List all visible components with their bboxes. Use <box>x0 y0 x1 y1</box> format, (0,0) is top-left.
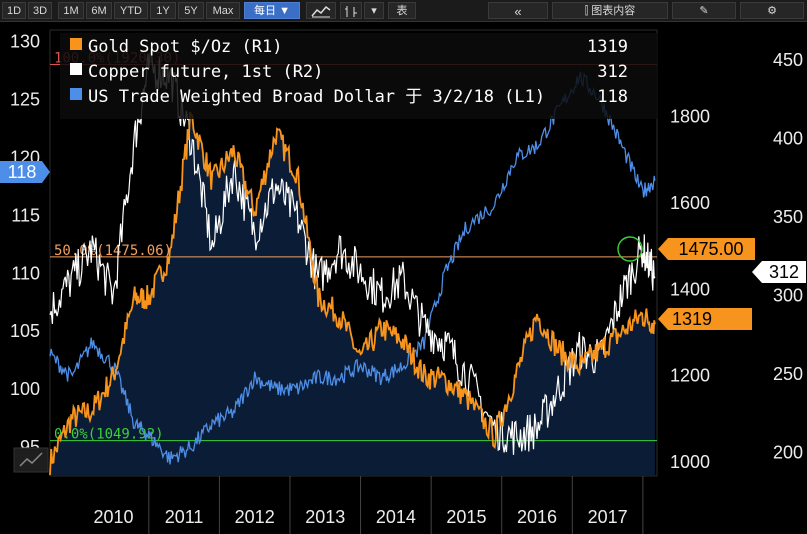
badge-dollar: 118 <box>0 161 50 183</box>
copper-tick-450: 450 <box>773 50 803 70</box>
gold-tick-1800: 1800 <box>670 106 710 126</box>
x-tick-2015: 2015 <box>446 507 486 527</box>
copper-tick-200: 200 <box>773 442 803 462</box>
legend-item-dollar[interactable]: US Trade Weighted Broad Dollar 于 3/2/18 … <box>70 87 628 107</box>
range-5y-button[interactable]: 5Y <box>178 2 204 19</box>
line-chart-icon <box>311 5 331 18</box>
legend-value-copper: 312 <box>597 62 628 82</box>
pencil-icon: ✎ <box>699 5 709 17</box>
copper-tick-350: 350 <box>773 207 803 227</box>
badge-fib: 1475.00 <box>658 238 755 260</box>
gold-tick-1000: 1000 <box>670 452 710 472</box>
edit-button[interactable]: ✎ <box>672 2 736 19</box>
chart-content-label: 图表内容 <box>591 5 636 17</box>
legend-value-dollar: 118 <box>597 87 628 107</box>
legend: Gold Spot $/Oz (R1) 1319 Copper future, … <box>60 33 658 119</box>
range-3d-button[interactable]: 3D <box>28 2 52 19</box>
double-chevron-left-icon: « <box>514 4 522 19</box>
collapse-button[interactable]: « <box>488 2 548 19</box>
range-6m-button[interactable]: 6M <box>86 2 112 19</box>
badge-gold-value: 1319 <box>672 309 712 329</box>
indicators-button[interactable] <box>340 2 362 19</box>
x-tick-2017: 2017 <box>588 507 628 527</box>
x-tick-2014: 2014 <box>376 507 416 527</box>
fib-label-2: 0.0%(1049.92) <box>54 427 164 443</box>
x-tick-2016: 2016 <box>517 507 557 527</box>
left-tick-125: 125 <box>10 90 40 110</box>
range-ytd-button[interactable]: YTD <box>114 2 148 19</box>
chart-canvas: 100.0%(1920.30)50.0%(1475.06)0.0%(1049.9… <box>0 22 807 534</box>
table-button[interactable]: 表 <box>388 2 416 19</box>
legend-value-gold: 1319 <box>587 37 628 57</box>
mini-chart-toggle[interactable] <box>13 447 49 473</box>
legend-swatch-gold <box>70 38 82 50</box>
right-axis-copper: 200 250 300 350 400 450 <box>773 50 803 463</box>
x-axis: 2010 2011 2012 2013 2014 2015 2016 2017 <box>93 476 644 534</box>
badge-copper-value: 312 <box>769 262 799 282</box>
range-max-button[interactable]: Max <box>206 2 240 19</box>
chart-type-button[interactable] <box>306 2 336 19</box>
legend-swatch-dollar <box>70 88 82 100</box>
x-tick-2013: 2013 <box>305 507 345 527</box>
fib-label-1: 50.0%(1475.06) <box>54 243 172 259</box>
gold-tick-1600: 1600 <box>670 193 710 213</box>
copper-tick-400: 400 <box>773 128 803 148</box>
gold-tick-1200: 1200 <box>670 366 710 386</box>
left-tick-105: 105 <box>10 321 40 341</box>
badge-dollar-value: 118 <box>8 162 37 182</box>
more-dropdown-button[interactable]: ▾ <box>364 2 384 19</box>
gold-tick-1400: 1400 <box>670 279 710 299</box>
badge-fib-value: 1475.00 <box>678 239 743 259</box>
chart-content-icon: ⫿ <box>584 5 592 17</box>
left-tick-110: 110 <box>11 263 40 283</box>
series-line-gold <box>49 111 656 476</box>
legend-label-copper: Copper future, 1st (R2) <box>88 62 323 82</box>
settings-button[interactable]: ⚙ <box>740 2 804 19</box>
legend-label-dollar: US Trade Weighted Broad Dollar 于 3/2/18 … <box>88 87 545 107</box>
chart-content-button[interactable]: ⫿ 图表内容 <box>552 2 668 19</box>
left-tick-115: 115 <box>11 205 40 225</box>
right-axis-gold: 1000 1200 1400 1600 1800 <box>670 106 710 472</box>
bar-indicator-icon <box>345 6 357 17</box>
range-1d-button[interactable]: 1D <box>2 2 26 19</box>
legend-swatch-copper <box>70 63 82 75</box>
marker-circle <box>617 236 643 262</box>
gear-icon: ⚙ <box>767 5 777 17</box>
left-tick-130: 130 <box>10 32 40 52</box>
badge-gold: 1319 <box>658 308 752 330</box>
legend-label-gold: Gold Spot $/Oz (R1) <box>88 37 282 57</box>
left-tick-100: 100 <box>10 379 40 399</box>
x-tick-2011: 2011 <box>165 507 204 527</box>
copper-tick-300: 300 <box>773 285 803 305</box>
x-tick-2012: 2012 <box>235 507 275 527</box>
legend-item-copper[interactable]: Copper future, 1st (R2) 312 <box>70 62 628 82</box>
range-1y-button[interactable]: 1Y <box>150 2 176 19</box>
legend-item-gold[interactable]: Gold Spot $/Oz (R1) 1319 <box>70 37 628 57</box>
frequency-dropdown[interactable]: 每日 ▼ <box>244 2 300 19</box>
chart-toolbar: 1D 3D 1M 6M YTD 1Y 5Y Max 每日 ▼ ▾ 表 « ⫿ 图… <box>0 0 807 22</box>
range-1m-button[interactable]: 1M <box>58 2 84 19</box>
copper-tick-250: 250 <box>773 364 803 384</box>
badge-copper: 312 <box>752 261 806 283</box>
mini-chart-icon <box>19 452 43 467</box>
x-tick-2010: 2010 <box>93 507 133 527</box>
